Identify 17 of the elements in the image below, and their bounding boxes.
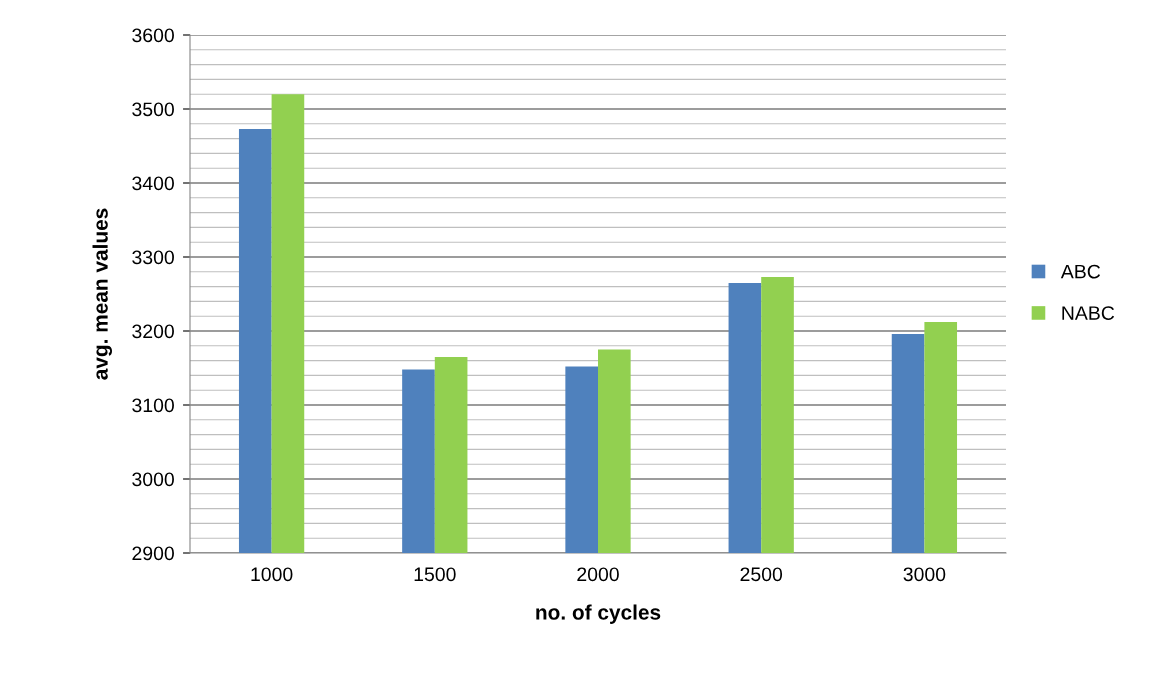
legend-label: ABC [1060, 264, 1101, 279]
y-tick-label: 3200 [132, 324, 174, 339]
x-tick-label: 2500 [740, 567, 783, 582]
y-tick-label: 3100 [132, 398, 174, 413]
x-tick-label: 2000 [577, 567, 619, 582]
y-axis-title: avg. mean values [92, 208, 113, 380]
x-tick-label: 1500 [414, 567, 456, 582]
y-tick-label: 3000 [132, 472, 174, 487]
y-tick-label: 3300 [132, 250, 174, 265]
x-tick-label: 3000 [903, 567, 946, 582]
y-tick-label: 3500 [132, 102, 174, 117]
x-axis-title: no. of cycles [536, 604, 661, 624]
y-tick-label: 2900 [132, 546, 174, 561]
y-tick-label: 3400 [132, 176, 174, 191]
x-tick-label: 1000 [251, 567, 293, 582]
legend-label: NABC [1062, 306, 1115, 320]
y-tick-label: 3600 [132, 28, 174, 43]
